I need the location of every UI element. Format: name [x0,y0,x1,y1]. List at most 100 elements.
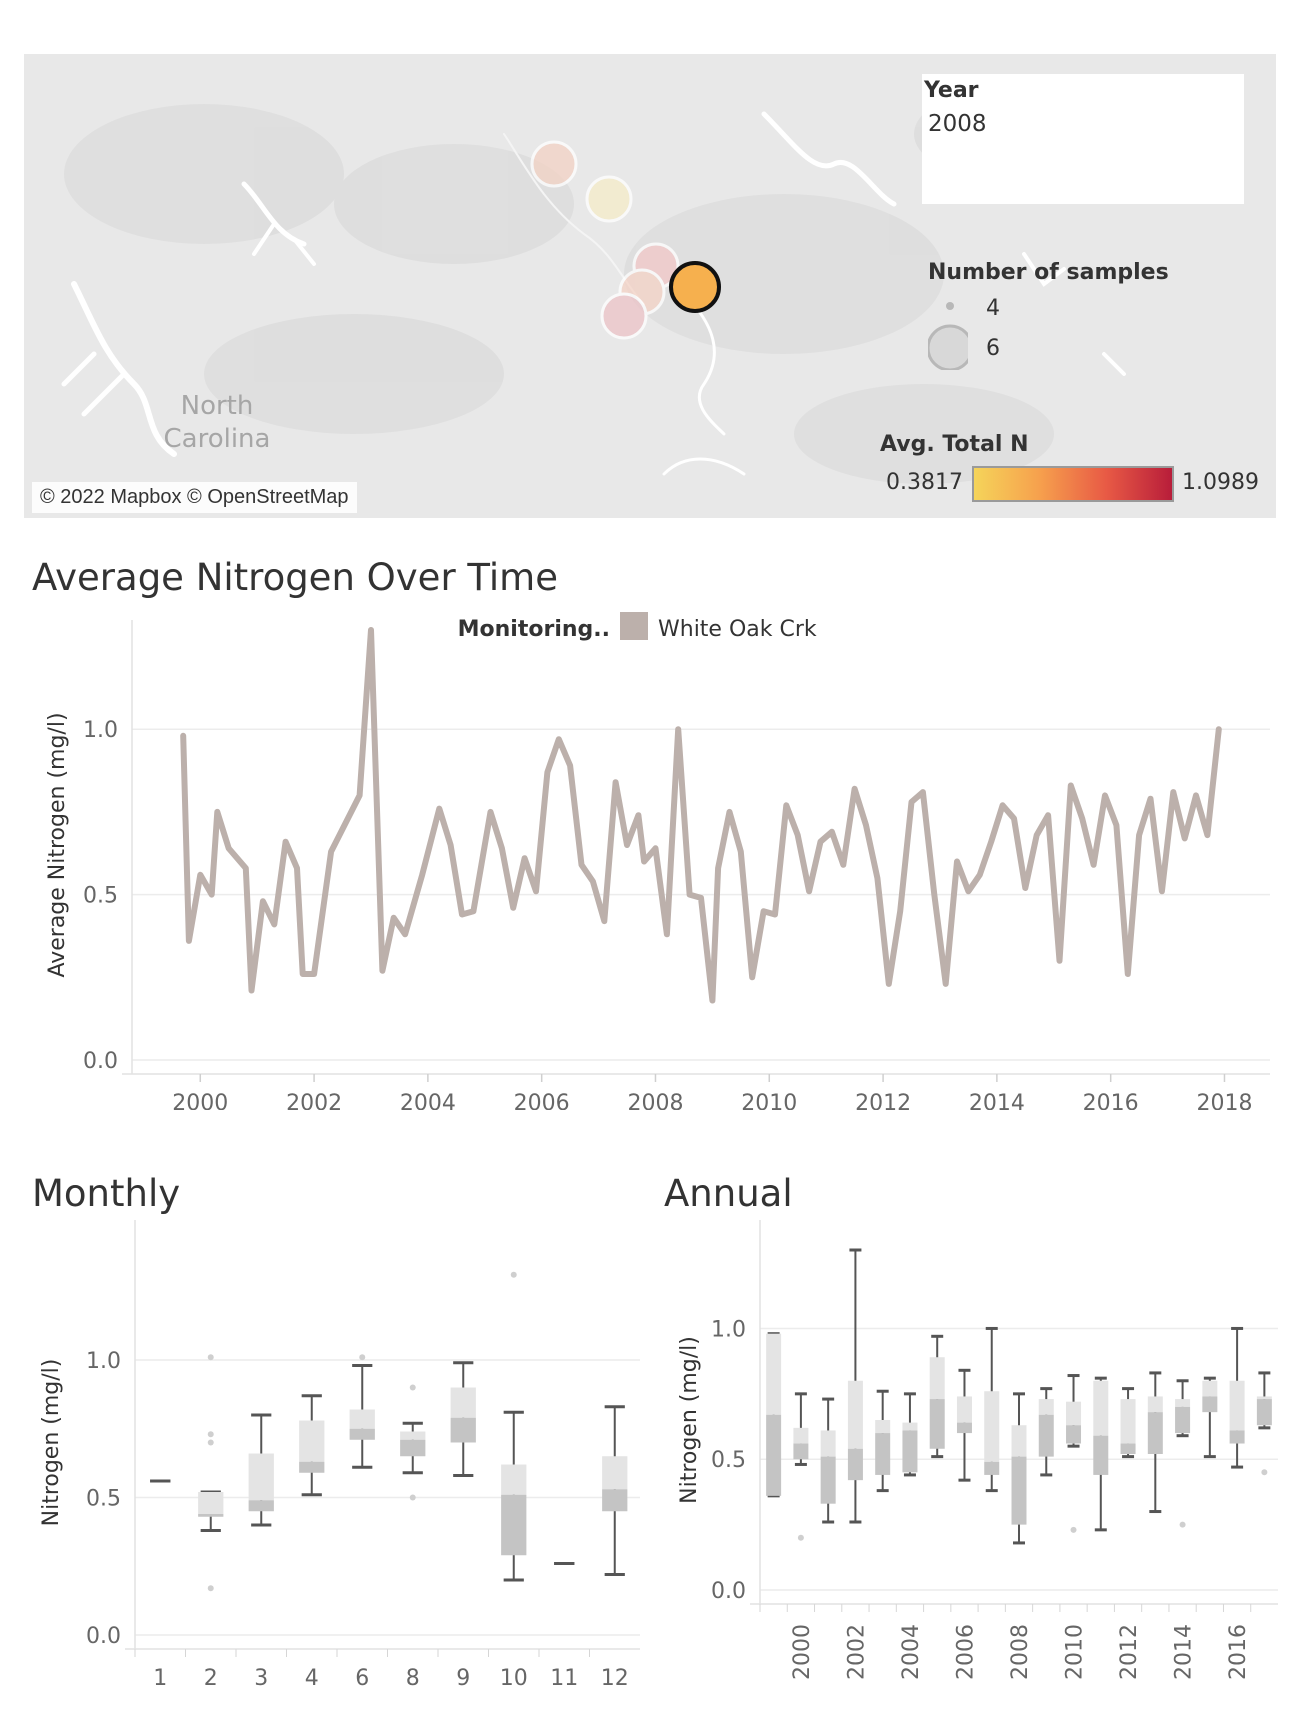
x-tick-label: 2006 [514,1091,570,1110]
outlier-point [207,1585,214,1592]
outlier-point [1261,1469,1268,1476]
legend-swatch [620,612,648,640]
x-tick-label: 2010 [741,1091,797,1110]
legend-item: White Oak Crk [658,617,817,642]
box-lower [349,1428,375,1440]
box-plot [248,1413,274,1527]
box-plot [1202,1376,1218,1459]
box-plot [847,1248,863,1524]
x-tick-label: 2012 [855,1091,911,1110]
map-panel[interactable]: North Carolina Year 2008 Number of sampl… [24,54,1276,518]
box-upper [956,1396,972,1423]
box-lower [1120,1443,1136,1454]
box-lower [766,1414,782,1496]
box-upper [1093,1380,1109,1436]
box-plot [1093,1376,1109,1532]
box-plot [450,1361,476,1477]
outlier-point [797,1534,804,1541]
x-tick-label: 3 [254,1666,268,1691]
box-plot [820,1397,836,1524]
y-tick-label: 1.0 [711,1317,746,1342]
box-lower [1256,1399,1272,1426]
box-plot [1175,1379,1191,1438]
size-legend-item: 4 [986,296,1000,321]
annual-box-chart[interactable]: 0.0 0.5 1.0 Nitrogen (mg/l) 2000 2002 2004 2006… [650,1215,1300,1715]
x-tick-label: 2010 [1063,1624,1088,1680]
line-chart-title: Average Nitrogen Over Time [32,556,558,599]
outlier-point [1070,1526,1077,1533]
box-upper [793,1427,809,1444]
box-lower [1202,1396,1218,1413]
box-plot [984,1326,1000,1493]
y-axis-label: Nitrogen (mg/l) [677,1336,702,1504]
box-upper [984,1391,1000,1462]
x-tick-label: 2 [204,1666,218,1691]
outlier-point [1179,1521,1186,1528]
box-lower [1147,1412,1163,1454]
legend-title: Monitoring.. [458,617,610,642]
box-lower [1229,1430,1245,1444]
box-lower [793,1443,809,1460]
map-marker [585,175,633,223]
box-upper [1038,1399,1054,1415]
y-tick-label: 0.5 [711,1448,746,1473]
box-upper [501,1464,527,1495]
year-filter-value[interactable]: 2008 [928,111,987,137]
box-upper [875,1420,891,1434]
size-legend-item: 6 [986,336,1000,361]
map-region-label: Carolina [164,424,271,454]
x-tick-label: 2008 [1008,1624,1033,1680]
color-legend-ramp [972,466,1174,502]
y-tick-label: 0.0 [83,1049,118,1074]
y-tick-label: 0.0 [86,1624,121,1649]
box-plot [1147,1371,1163,1514]
box-upper [450,1387,476,1418]
box-lower [450,1417,476,1443]
outlier-point [409,1494,416,1501]
box-plot [793,1392,809,1466]
color-legend-max: 1.0989 [1182,470,1259,495]
outlier-point [207,1439,214,1446]
map-marker-selected[interactable] [669,261,721,313]
x-tick-label: 2000 [172,1091,228,1110]
outlier-point [207,1431,214,1438]
map-attribution[interactable]: © 2022 Mapbox © OpenStreetMap [32,482,357,513]
box-upper [349,1409,375,1429]
box-upper [1120,1399,1136,1444]
box-upper [1066,1401,1082,1426]
box-plot [1229,1326,1245,1469]
box-plot [602,1405,628,1576]
box-upper [1202,1380,1218,1397]
box-plot [198,1490,224,1532]
box-upper [299,1420,325,1462]
map-marker [530,140,578,188]
box-upper [1175,1399,1191,1407]
line-chart[interactable]: 0.0 0.5 1.0 2000 2002 2004 2006 2008 2010 2012 201… [0,600,1300,1110]
box-plot [766,1332,782,1498]
box-lower [820,1456,836,1504]
map-region-label: North [181,391,254,421]
box-upper [820,1430,836,1457]
box-plot [501,1410,527,1582]
box-plot [902,1392,918,1477]
year-filter-title: Year [924,78,979,103]
x-tick-label: 11 [550,1666,578,1691]
box-lower [1175,1406,1191,1434]
annual-chart-title: Annual [664,1172,793,1215]
x-tick-label: 2004 [400,1091,456,1110]
year-filter-card[interactable] [922,74,1244,204]
outlier-point [207,1354,214,1361]
x-tick-label: 6 [355,1666,369,1691]
size-legend-title: Number of samples [928,260,1169,285]
box-upper [1147,1396,1163,1413]
box-plot [1120,1387,1136,1459]
box-plot [1038,1387,1054,1477]
size-legend-symbols [928,302,968,370]
box-lower [501,1494,527,1556]
box-plot [1256,1371,1272,1430]
box-upper [248,1453,274,1501]
x-tick-label: 10 [500,1666,528,1691]
box-upper [1011,1425,1027,1457]
x-tick-label: 2012 [1117,1624,1142,1680]
